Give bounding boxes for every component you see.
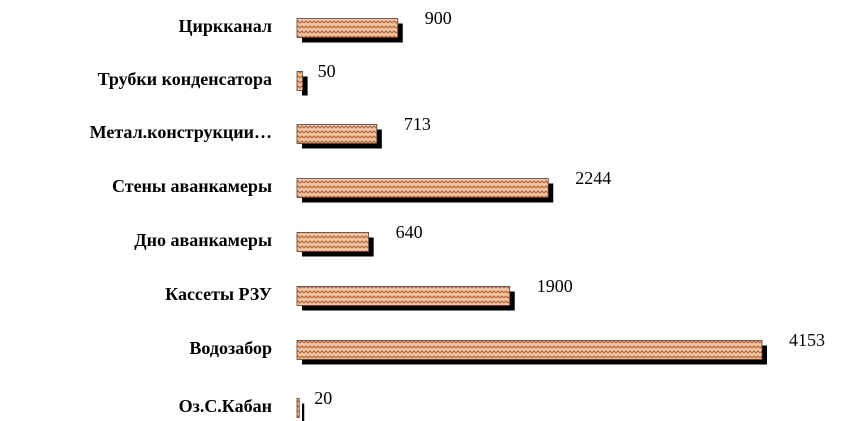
category-label: Трубки конденсатора [98,69,272,89]
bar [296,124,378,144]
bar [296,71,303,91]
bar [296,178,549,198]
value-label: 4153 [789,330,825,350]
category-label: Водозабор [189,338,272,358]
bar [296,340,763,360]
value-label: 640 [396,222,423,242]
bar-shadow [302,76,308,96]
value-label: 900 [425,8,452,28]
value-label: 713 [404,114,431,134]
bar [296,398,300,418]
category-label: Оз.С.Кабан [179,396,272,416]
value-label: 20 [314,388,332,408]
value-label: 2244 [575,168,611,188]
category-label: Кассеты РЗУ [165,284,272,304]
bar [296,286,511,306]
bar [296,232,370,252]
value-label: 50 [318,61,336,81]
bar [296,18,399,38]
category-label: Стены аванкамеры [112,176,272,196]
value-label: 1900 [537,276,573,296]
category-label: Дно аванкамеры [134,230,272,250]
bar-shadow [302,403,305,421]
category-label: Циркканал [179,16,272,36]
category-label: Метал.конструкции… [90,122,272,142]
